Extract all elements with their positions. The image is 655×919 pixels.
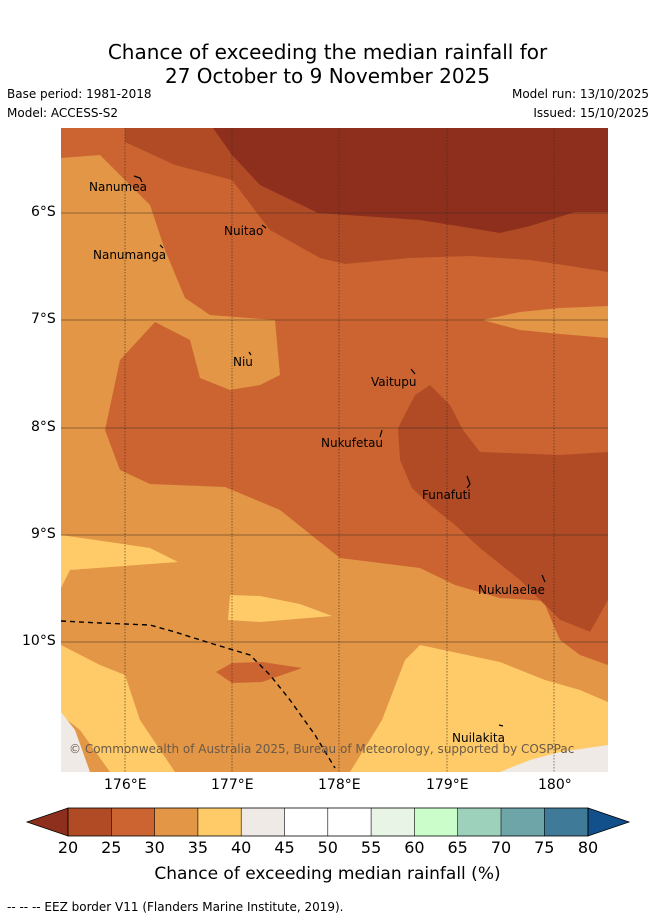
eez-border [60, 620, 336, 769]
colorbar-bin-30-35 [154, 808, 198, 836]
colorbar-bin-45-50 [284, 808, 328, 836]
place-label: Nanumanga [93, 248, 167, 262]
chart-title: Chance of exceeding the median rainfall … [0, 40, 655, 88]
graticule [124, 128, 555, 772]
issued-date: Issued: 15/10/2025 [533, 106, 649, 120]
colorbar-bin-20-25 [68, 808, 112, 836]
lat-label-6s: 6°S [31, 204, 56, 220]
region-25-30 [398, 385, 608, 636]
place-label: Nukufetau [321, 436, 384, 450]
colorbar-bin-70-75 [501, 808, 545, 836]
colorbar-tick: 35 [187, 838, 209, 857]
model-run: Model run: 13/10/2025 [511, 87, 649, 101]
parallels [61, 212, 608, 643]
island-markers [133, 175, 546, 727]
colorbar-bin-25-30 [111, 808, 155, 836]
island-nukufetau [379, 429, 383, 438]
lat-label-10s: 10°S [22, 633, 56, 649]
colorbar-tick: 40 [231, 838, 252, 857]
lon-label-180: 180° [538, 777, 572, 793]
colorbar-tick: 20 [57, 838, 79, 857]
lat-label-9s: 9°S [31, 526, 56, 542]
island-nukulaelae [541, 574, 546, 583]
colorbar-tick: 75 [534, 838, 555, 857]
region-40-45 [61, 645, 175, 772]
colorbar [25, 807, 631, 837]
colorbar-bin-35-40 [197, 808, 242, 836]
base-period: Base period: 1981-2018 [7, 87, 152, 101]
island-nuilakita [498, 724, 504, 727]
colorbar-tick: 55 [360, 838, 382, 857]
region-40-45 [228, 595, 332, 622]
island-nanumea [133, 175, 143, 183]
place-label: Funafuti [422, 488, 471, 502]
lat-label-7s: 7°S [31, 311, 56, 327]
place-label: Nuilakita [452, 731, 505, 745]
colorbar-tick: 30 [144, 838, 165, 857]
lon-label-177e: 177°E [211, 777, 254, 793]
colorbar-bin-40-45 [241, 808, 285, 836]
colorbar-tick: 50 [317, 838, 338, 857]
colorbar-tick: 25 [101, 838, 122, 857]
model-name: Model: ACCESS-S2 [7, 106, 119, 120]
region-40-45 [61, 520, 178, 588]
island-funafuti [466, 475, 471, 489]
island-vaitupu [410, 368, 416, 375]
lat-label-8s: 8°S [31, 419, 56, 435]
colorbar-extend-high [587, 807, 631, 837]
title-line-2: 27 October to 9 November 2025 [164, 64, 491, 88]
colorbar-bin-50-55 [327, 808, 372, 836]
colorbar-bin-65-70 [457, 808, 501, 836]
colorbar-bin-60-65 [414, 808, 458, 836]
colorbar-tick: 80 [577, 838, 599, 857]
place-label: Nuitao [224, 224, 264, 238]
colorbar-bin-75-80 [544, 808, 588, 836]
lon-label-178e: 178°E [318, 777, 361, 793]
colorbar-tick: 65 [447, 838, 468, 857]
place-label: Nanumea [89, 180, 147, 194]
eez-footnote: -- -- -- EEZ border V11 (Flanders Marine… [7, 900, 344, 914]
island-niu [248, 351, 252, 356]
place-label: Niu [233, 355, 253, 369]
place-label: Nukulaelae [478, 583, 545, 597]
colorbar-bin-55-60 [371, 808, 415, 836]
region-35-40 [482, 306, 608, 338]
island-nanumanga [159, 244, 164, 249]
lon-label-176e: 176°E [104, 777, 147, 793]
colorbar-tick: 45 [274, 838, 295, 857]
region-30-35 [545, 600, 608, 665]
title-line-1: Chance of exceeding the median rainfall … [107, 40, 548, 64]
region-45-50 [61, 712, 90, 772]
copyright-notice: © Commonwealth of Australia 2025, Bureau… [69, 742, 575, 756]
region-40-45 [350, 645, 608, 772]
place-label: Vaitupu [371, 375, 417, 389]
region-30-35 [216, 662, 302, 683]
colorbar-extend-low [25, 807, 69, 837]
colorbar-label: Chance of exceeding median rainfall (%) [154, 864, 501, 884]
colorbar-tick: 70 [490, 838, 512, 857]
region-20-25 [213, 128, 608, 233]
lon-label-179e: 179°E [426, 777, 469, 793]
colorbar-tick: 60 [404, 838, 425, 857]
island-nuitao [261, 224, 267, 229]
